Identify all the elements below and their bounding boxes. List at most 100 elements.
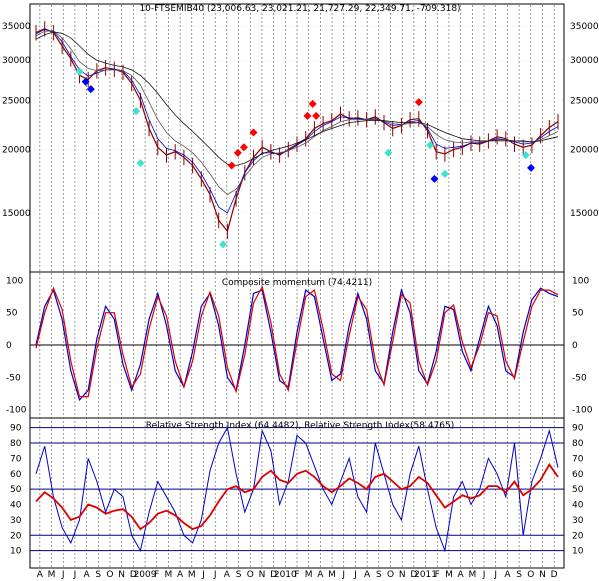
- price-y-tick-left: 20000: [2, 145, 31, 155]
- momentum-line-red: [35, 285, 559, 398]
- signal-diamond: [239, 143, 248, 152]
- price-y-tick-right: 25000: [570, 96, 599, 106]
- x-tick-label: A: [224, 570, 231, 580]
- x-tick-label: D: [270, 570, 277, 580]
- x-tick-label: J: [482, 570, 486, 580]
- x-tick-label: O: [106, 570, 113, 580]
- momentum-y-tick-left: 100: [6, 276, 23, 286]
- x-tick-label: J: [353, 570, 357, 580]
- signal-diamond: [440, 169, 449, 178]
- signal-diamond: [219, 240, 228, 249]
- x-tick-label: M: [305, 570, 313, 580]
- rsi-y-tick-left: 60: [10, 470, 22, 480]
- rsi-y-tick-right: 10: [572, 547, 584, 557]
- momentum-y-tick-right: 50: [572, 309, 584, 319]
- price-y-tick-left: 25000: [2, 96, 31, 106]
- x-tick-label: M: [188, 570, 196, 580]
- x-tick-label: 2009: [134, 570, 157, 580]
- rsi-y-tick-left: 20: [10, 531, 22, 541]
- momentum-y-tick-right: 100: [572, 276, 589, 286]
- x-tick-label: N: [399, 570, 406, 580]
- x-tick-label: F: [435, 570, 440, 580]
- price-y-tick-right: 20000: [570, 145, 599, 155]
- x-tick-label: N: [259, 570, 266, 580]
- signal-diamond: [426, 141, 435, 150]
- price-y-tick-left: 35000: [2, 22, 31, 32]
- rsi-y-tick-right: 80: [572, 439, 584, 449]
- signal-diamond: [527, 163, 536, 172]
- momentum-line-blue: [35, 287, 559, 402]
- x-tick-label: S: [376, 570, 382, 580]
- x-tick-label: M: [328, 570, 336, 580]
- rsi-y-tick-left: 80: [10, 439, 22, 449]
- signal-diamond: [86, 85, 95, 94]
- x-tick-label: N: [118, 570, 125, 580]
- signal-diamond: [233, 148, 242, 157]
- signal-diamond: [521, 151, 530, 160]
- signal-diamond: [75, 67, 84, 76]
- x-tick-label: O: [387, 570, 394, 580]
- price-y-tick-right: 35000: [570, 22, 599, 32]
- rsi-y-tick-right: 60: [572, 470, 584, 480]
- x-tick-label: J: [493, 570, 497, 580]
- rsi-title: Relative Strength Index (64.4482), Relat…: [146, 421, 455, 431]
- x-tick-label: M: [468, 570, 476, 580]
- rsi-panel: 90 90 80 80 70 70 60 60 50 50 40 40 30 30 20 20 10 10: [10, 424, 584, 557]
- grid: [39, 5, 555, 567]
- momentum-y-tick-right: 0: [572, 341, 578, 351]
- x-tick-label: F: [294, 570, 299, 580]
- x-tick-label: D: [551, 570, 558, 580]
- signal-diamond: [414, 98, 423, 107]
- x-tick-label: M: [48, 570, 56, 580]
- signal-diamond: [227, 161, 236, 170]
- price-y-tick-right: 30000: [570, 56, 599, 66]
- signal-diamond: [249, 128, 258, 137]
- x-tick-label: S: [236, 570, 242, 580]
- signal-diamond: [81, 77, 90, 86]
- momentum-y-tick-right: -100: [572, 406, 593, 416]
- x-tick-label: M: [445, 570, 453, 580]
- x-tick-label: J: [341, 570, 345, 580]
- x-tick-label: A: [317, 570, 324, 580]
- x-tick-label: A: [177, 570, 184, 580]
- x-tick-label: J: [61, 570, 65, 580]
- rsi-y-tick-right: 40: [572, 501, 584, 511]
- rsi-slow-line: [35, 462, 559, 531]
- ma-slow-line: [35, 31, 559, 166]
- momentum-title: Composite momentum (74.4211): [222, 278, 372, 288]
- momentum-y-tick-left: -50: [6, 373, 21, 383]
- x-tick-label: S: [516, 570, 522, 580]
- signal-diamond: [136, 159, 145, 168]
- x-tick-label: D: [130, 570, 137, 580]
- rsi-y-tick-left: 10: [10, 547, 22, 557]
- rsi-y-tick-right: 90: [572, 424, 584, 434]
- x-tick-label: O: [247, 570, 254, 580]
- price-y-tick-left: 15000: [2, 209, 31, 219]
- momentum-y-tick-left: -100: [6, 406, 27, 416]
- price-title: 10-FTSEMIB40 (23,006.63, 23,021.21, 21,7…: [139, 4, 460, 14]
- x-tick-label: 2011: [414, 570, 437, 580]
- rsi-y-tick-left: 30: [10, 516, 22, 526]
- x-tick-label: 2010: [274, 570, 297, 580]
- x-tick-label: J: [201, 570, 205, 580]
- rsi-fast-line: [35, 426, 559, 553]
- rsi-y-tick-left: 90: [10, 424, 22, 434]
- rsi-y-tick-right: 20: [572, 531, 584, 541]
- price-panel: 35000 35000 30000 30000 25000 25000 20000 20000…: [2, 21, 599, 249]
- x-tick-label: A: [84, 570, 91, 580]
- signal-diamond: [303, 111, 312, 120]
- signal-diamond: [308, 99, 317, 108]
- signal-diamond: [312, 111, 321, 120]
- rsi-y-tick-left: 70: [10, 454, 22, 464]
- price-y-tick-right: 15000: [570, 209, 599, 219]
- rsi-y-tick-left: 50: [10, 485, 22, 495]
- signal-diamond: [132, 107, 141, 116]
- x-tick-label: A: [458, 570, 465, 580]
- momentum-y-tick-right: -50: [572, 373, 587, 383]
- x-tick-label: A: [37, 570, 44, 580]
- x-tick-label: N: [539, 570, 546, 580]
- rsi-y-tick-left: 40: [10, 501, 22, 511]
- momentum-y-tick-left: 50: [6, 309, 18, 319]
